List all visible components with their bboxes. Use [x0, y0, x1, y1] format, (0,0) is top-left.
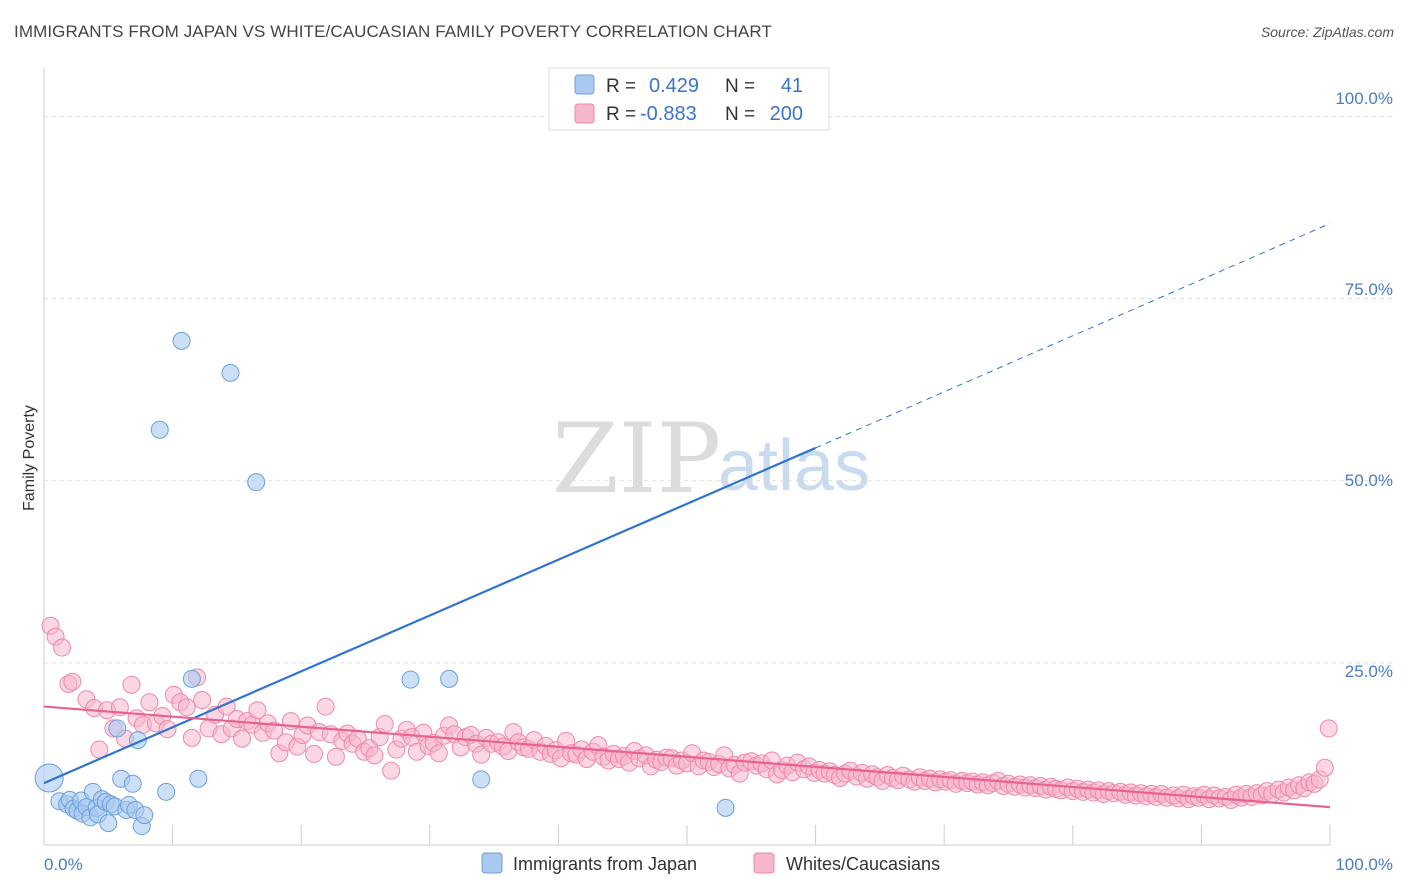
japan-trend-extension	[815, 223, 1331, 449]
legend-swatch-japan	[574, 74, 595, 95]
white-point-236	[1319, 719, 1338, 738]
series-legend-label-japan: Immigrants from Japan	[513, 854, 697, 874]
y-tick-label-50: 50.0%	[1345, 471, 1393, 490]
white-point-67	[429, 744, 448, 763]
white-point-34	[248, 701, 267, 720]
white-point-4	[63, 672, 82, 691]
white-point-46	[316, 697, 335, 716]
y-tick-label-100: 100.0%	[1335, 89, 1393, 108]
y-tick-label-75: 75.0%	[1345, 280, 1393, 299]
white-point-75	[472, 745, 491, 764]
japan-point-29	[172, 331, 191, 350]
white-point-12	[122, 675, 141, 694]
white-point-24	[193, 691, 212, 710]
japan-point-26	[135, 806, 154, 825]
white-point-44	[305, 744, 324, 763]
japan-points	[34, 331, 735, 836]
series-legend-label-white: Whites/Caucasians	[786, 854, 940, 874]
x-axis-ticks	[43, 825, 1331, 845]
stats-legend-box	[548, 67, 830, 131]
white-point-31	[233, 729, 252, 748]
japan-point-36	[472, 770, 491, 789]
japan-point-22	[123, 774, 142, 793]
white-point-15	[140, 693, 159, 712]
legend-n-value-japan: 41	[781, 75, 803, 97]
japan-point-27	[150, 420, 169, 439]
watermark-atlas: atlas	[718, 426, 870, 506]
y-tick-label-25: 25.0%	[1345, 662, 1393, 681]
white-point-48	[326, 747, 345, 766]
japan-point-37	[716, 798, 735, 817]
gridlines	[44, 115, 1392, 664]
legend-r-label-japan: R =	[606, 76, 636, 97]
legend-n-value-white: 200	[770, 103, 803, 125]
white-point-55	[365, 746, 384, 765]
series-legend-swatch-white	[753, 852, 775, 874]
white-point-58	[382, 761, 401, 780]
whites-caucasians-points	[41, 616, 1338, 809]
stats-legend: R = 0.429 N = 41 R = -0.883 N = 200	[548, 67, 830, 131]
white-point-22	[182, 728, 201, 747]
series-legend-swatch-japan	[481, 852, 503, 874]
white-point-57	[375, 715, 394, 734]
white-trend-line	[43, 705, 1331, 809]
japan-point-35	[440, 669, 459, 688]
y-axis-label: Family Poverty	[21, 405, 38, 511]
white-point-37	[265, 721, 284, 740]
japan-point-18	[108, 719, 127, 738]
legend-r-value-white: -0.883	[640, 103, 697, 125]
chart-title: IMMIGRANTS FROM JAPAN VS WHITE/CAUCASIAN…	[14, 22, 772, 41]
japan-point-31	[189, 769, 208, 788]
white-point-235	[1315, 758, 1334, 777]
white-point-21	[177, 698, 196, 717]
white-point-2	[53, 638, 72, 657]
legend-swatch-white	[574, 103, 595, 124]
japan-point-15	[99, 814, 118, 833]
japan-point-28	[157, 782, 176, 801]
legend-r-label-white: R =	[606, 104, 636, 125]
japan-point-33	[247, 473, 266, 492]
legend-n-label-white: N =	[725, 104, 755, 125]
japan-trend-line	[43, 446, 817, 785]
japan-point-30	[182, 669, 201, 688]
x-tick-label-min: 0.0%	[44, 855, 83, 874]
x-tick-label-max: 100.0%	[1335, 855, 1393, 874]
legend-n-label-japan: N =	[725, 76, 755, 97]
legend-r-value-japan: 0.429	[649, 75, 699, 97]
chart-source: Source: ZipAtlas.com	[1260, 24, 1394, 40]
japan-point-32	[221, 363, 240, 382]
japan-point-0	[34, 763, 64, 793]
series-legend: Immigrants from Japan Whites/Caucasians	[481, 852, 940, 874]
trend-lines	[43, 223, 1331, 809]
watermark-zip: ZIP	[552, 403, 721, 515]
japan-point-34	[401, 670, 420, 689]
